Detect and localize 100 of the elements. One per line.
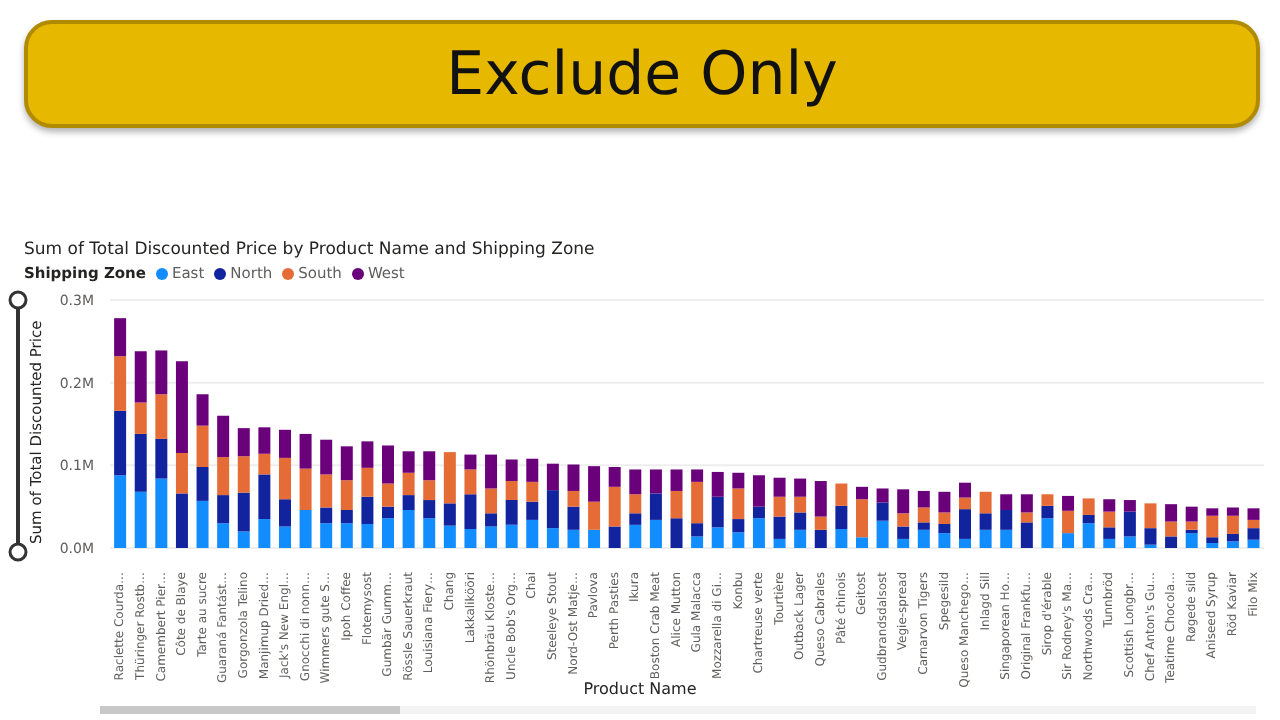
bar <box>1123 511 1136 537</box>
bar <box>1185 521 1198 530</box>
bar <box>938 524 951 534</box>
bar <box>938 512 951 525</box>
bar <box>443 452 456 504</box>
bar <box>196 425 209 467</box>
bar <box>361 441 374 468</box>
bar <box>217 415 230 458</box>
bar <box>1226 541 1239 548</box>
bar <box>588 529 601 548</box>
bar <box>443 525 456 548</box>
bar <box>278 526 291 548</box>
bar <box>691 481 704 524</box>
bar <box>526 481 539 502</box>
bar <box>794 529 807 548</box>
bar <box>732 488 745 520</box>
bar <box>1062 533 1075 548</box>
bar <box>917 490 930 508</box>
bar <box>938 533 951 548</box>
bar <box>1206 537 1219 544</box>
bar <box>1144 528 1157 545</box>
bar <box>855 499 868 538</box>
bar <box>629 494 642 514</box>
bar <box>134 402 147 434</box>
bar <box>114 410 127 476</box>
bar <box>505 524 518 548</box>
bar <box>340 523 353 548</box>
bar <box>691 523 704 537</box>
bar <box>340 480 353 510</box>
bar <box>835 505 848 529</box>
bar <box>175 452 188 494</box>
bar <box>855 537 868 548</box>
bar <box>237 531 250 548</box>
bar <box>691 469 704 482</box>
bar <box>752 518 765 548</box>
bar <box>773 516 786 539</box>
bar <box>485 526 498 548</box>
bar <box>1062 510 1075 534</box>
bar <box>794 496 807 513</box>
bar <box>217 523 230 548</box>
bar <box>464 454 477 470</box>
bar <box>402 451 415 473</box>
bar <box>402 472 415 496</box>
bar <box>299 433 312 469</box>
bar <box>1000 494 1013 510</box>
bar <box>1041 505 1054 519</box>
bar <box>114 475 127 548</box>
bar <box>794 512 807 530</box>
bar <box>175 493 188 548</box>
bar <box>979 529 992 548</box>
bar <box>917 529 930 548</box>
bar <box>814 481 827 517</box>
bar <box>382 483 395 507</box>
bar <box>423 480 436 501</box>
bar <box>134 433 147 492</box>
bar <box>237 428 250 457</box>
bar <box>629 524 642 548</box>
bar <box>464 494 477 529</box>
bar <box>814 529 827 548</box>
bar <box>567 464 580 491</box>
bar <box>1144 503 1157 529</box>
bar <box>814 516 827 530</box>
bar <box>567 490 580 507</box>
bar <box>897 538 910 548</box>
bar <box>485 488 498 514</box>
bar <box>835 528 848 548</box>
bar <box>175 361 188 453</box>
bar <box>711 527 724 548</box>
bar <box>1103 499 1116 512</box>
bar <box>1226 515 1239 534</box>
bar <box>835 483 848 506</box>
bar <box>608 486 621 527</box>
bar <box>505 481 518 501</box>
bar <box>258 427 271 454</box>
bar <box>794 478 807 497</box>
bar <box>1226 533 1239 542</box>
bar <box>1123 536 1136 548</box>
bar <box>979 491 992 514</box>
bar <box>340 446 353 481</box>
bar <box>855 486 868 500</box>
bar <box>732 519 745 533</box>
bar <box>361 496 374 525</box>
bar <box>629 513 642 525</box>
bar <box>567 506 580 530</box>
bar <box>649 519 662 548</box>
bar <box>1185 533 1198 548</box>
bar <box>897 513 910 527</box>
bar <box>299 468 312 510</box>
bar <box>1226 507 1239 516</box>
bar <box>897 489 910 514</box>
bar <box>1082 523 1095 548</box>
bar <box>670 469 683 491</box>
bar <box>670 518 683 548</box>
bar <box>1247 539 1260 548</box>
bar <box>608 466 621 487</box>
bar <box>1103 538 1116 548</box>
bar <box>670 490 683 519</box>
bar <box>464 528 477 548</box>
bar <box>546 528 559 548</box>
bar <box>1206 508 1219 516</box>
